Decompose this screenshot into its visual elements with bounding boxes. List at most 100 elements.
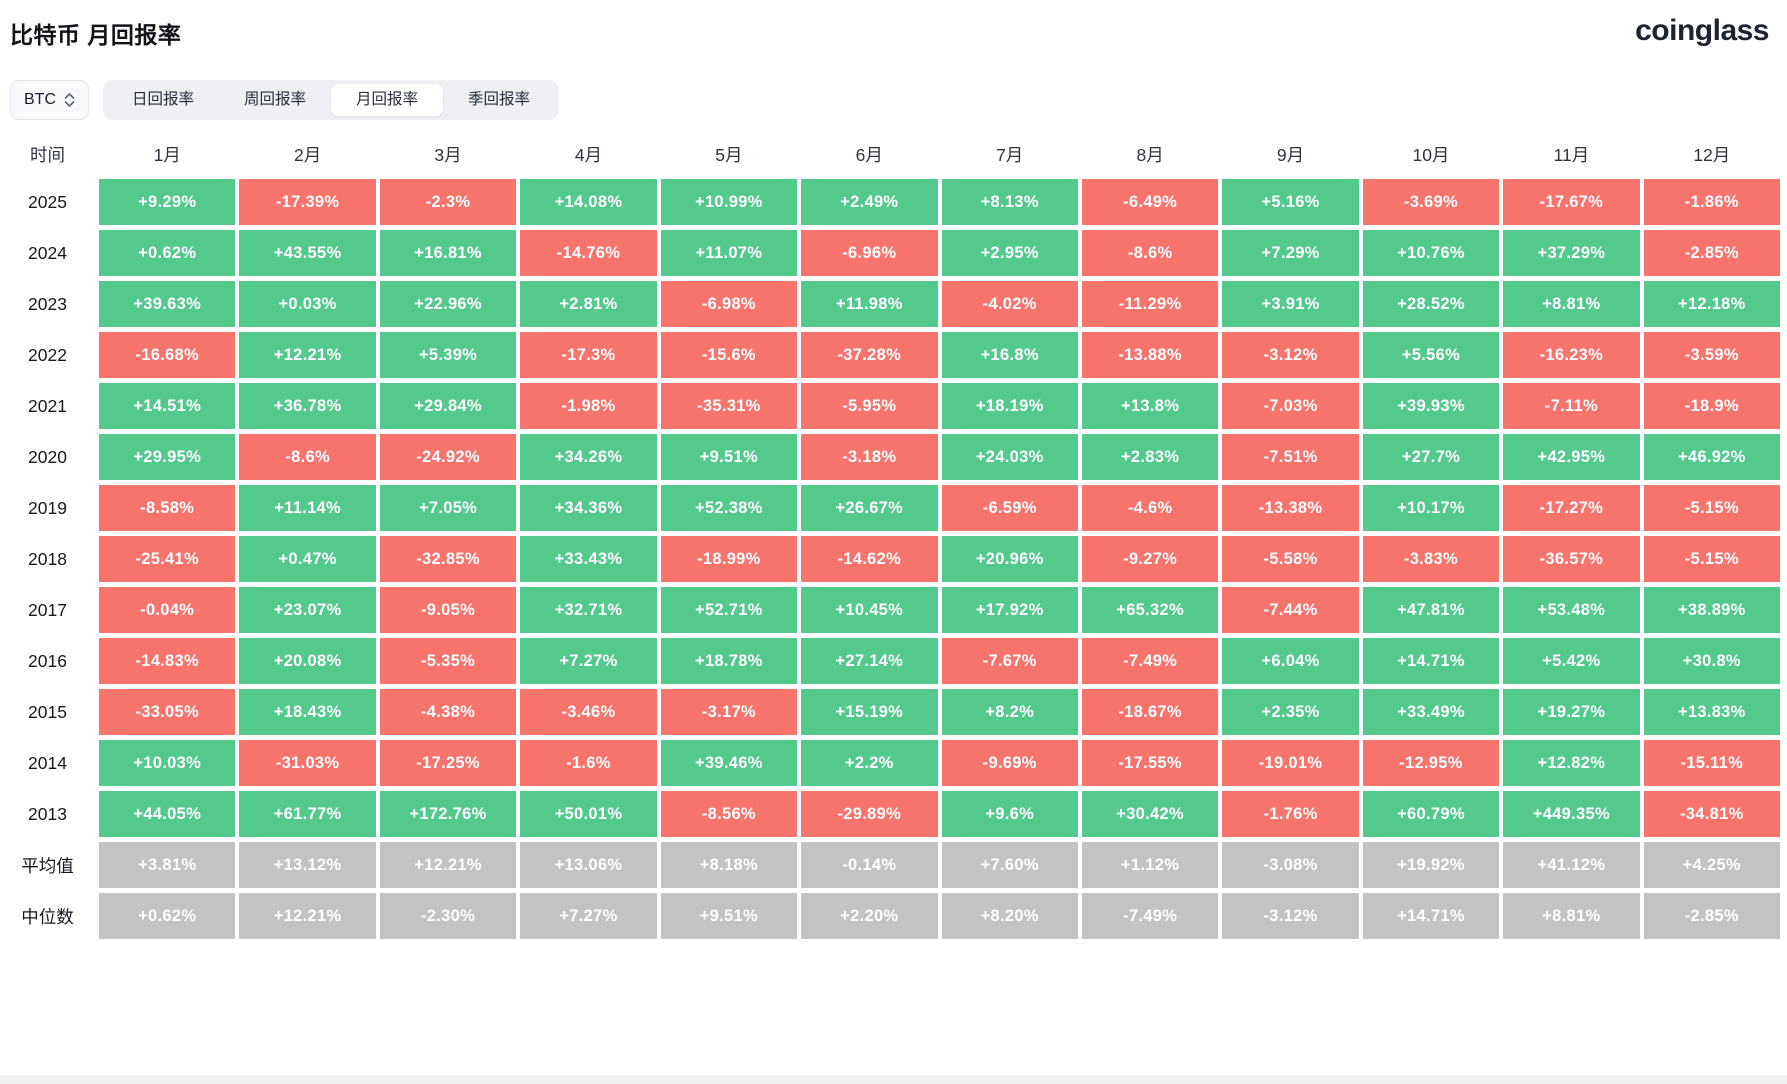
return-cell: +5.56% bbox=[1362, 332, 1500, 378]
return-cell: -16.68% bbox=[99, 332, 236, 378]
return-cell: -15.6% bbox=[660, 332, 798, 378]
return-cell: +8.13% bbox=[941, 179, 1078, 225]
tab-quarterly-returns[interactable]: 季回报率 bbox=[468, 90, 531, 108]
return-cell: -2.85% bbox=[1643, 230, 1780, 276]
row-label: 2022 bbox=[0, 332, 95, 378]
return-cell: +24.03% bbox=[941, 434, 1078, 480]
return-cell: -32.85% bbox=[379, 536, 517, 582]
return-cell: -31.03% bbox=[239, 740, 376, 786]
return-cell: +9.6% bbox=[941, 791, 1078, 837]
return-cell: -2.30% bbox=[379, 893, 517, 939]
return-cell: +34.36% bbox=[520, 485, 657, 531]
coinglass-logo: coinglass bbox=[1635, 14, 1769, 47]
return-cell: +14.08% bbox=[520, 179, 657, 225]
return-cell: +2.20% bbox=[801, 893, 938, 939]
return-cell: -8.58% bbox=[99, 485, 236, 531]
return-cell: -17.39% bbox=[239, 179, 376, 225]
return-cell: -6.59% bbox=[941, 485, 1078, 531]
return-cell: +449.35% bbox=[1503, 791, 1640, 837]
return-cell: +0.47% bbox=[239, 536, 376, 582]
return-cell: -36.57% bbox=[1503, 536, 1640, 582]
return-cell: -17.25% bbox=[379, 740, 517, 786]
tab-weekly-returns[interactable]: 周回报率 bbox=[244, 90, 307, 108]
return-cell: +19.27% bbox=[1503, 689, 1640, 735]
return-cell: +44.05% bbox=[99, 791, 236, 837]
time-header-cell: 时间 bbox=[30, 144, 65, 165]
return-cell: +2.35% bbox=[1222, 689, 1359, 735]
month-header-cell: 11月 bbox=[1553, 144, 1590, 165]
return-cell: +26.67% bbox=[801, 485, 938, 531]
return-cell: +5.39% bbox=[379, 332, 517, 378]
return-cell: -25.41% bbox=[99, 536, 236, 582]
return-cell: +22.96% bbox=[379, 281, 517, 327]
return-cell: +12.21% bbox=[379, 842, 517, 888]
return-cell: -3.18% bbox=[801, 434, 938, 480]
table-row: 2017 -0.04% +23.07% -9.05% +32.71% +52.71% +10… bbox=[0, 587, 1780, 633]
return-cell: -14.83% bbox=[99, 638, 236, 684]
return-cell: +3.81% bbox=[99, 842, 236, 888]
return-cell: -9.05% bbox=[379, 587, 517, 633]
return-cell: +52.38% bbox=[660, 485, 798, 531]
row-label: 2025 bbox=[0, 179, 95, 225]
return-cell: +0.62% bbox=[99, 893, 236, 939]
summary-row: 中位数 +0.62% +12.21% -2.30% +7.27% +9.51% +2.20%… bbox=[0, 893, 1780, 939]
month-header-cell: 5月 bbox=[715, 144, 743, 165]
return-cell: +29.95% bbox=[99, 434, 236, 480]
return-cell: -8.56% bbox=[660, 791, 798, 837]
return-cell: +8.81% bbox=[1503, 893, 1640, 939]
return-cell: +38.89% bbox=[1643, 587, 1780, 633]
return-cell: +172.76% bbox=[379, 791, 517, 837]
return-cell: +27.7% bbox=[1362, 434, 1500, 480]
return-cell: -0.14% bbox=[801, 842, 938, 888]
return-cell: +50.01% bbox=[520, 791, 657, 837]
return-cell: +7.60% bbox=[941, 842, 1078, 888]
return-cell: -14.76% bbox=[520, 230, 657, 276]
return-cell: -1.76% bbox=[1222, 791, 1359, 837]
return-cell: -3.12% bbox=[1222, 893, 1359, 939]
return-cell: -5.35% bbox=[379, 638, 517, 684]
return-cell: +20.96% bbox=[941, 536, 1078, 582]
return-cell: -7.03% bbox=[1222, 383, 1359, 429]
return-cell: -18.99% bbox=[660, 536, 798, 582]
month-header-cell: 2月 bbox=[294, 144, 322, 165]
return-cell: +61.77% bbox=[239, 791, 376, 837]
table-row: 2024 +0.62% +43.55% +16.81% -14.76% +11.07% -6… bbox=[0, 230, 1780, 276]
return-cell: +34.26% bbox=[520, 434, 657, 480]
return-cell: -17.67% bbox=[1503, 179, 1640, 225]
return-cell: -29.89% bbox=[801, 791, 938, 837]
return-cell: -5.15% bbox=[1643, 536, 1780, 582]
coin-selector[interactable]: BTC bbox=[10, 80, 89, 120]
return-cell: -8.6% bbox=[239, 434, 376, 480]
return-cell: +5.16% bbox=[1222, 179, 1359, 225]
tab-monthly-returns[interactable]: 月回报率 bbox=[331, 83, 444, 117]
return-cell: -16.23% bbox=[1503, 332, 1640, 378]
return-cell: +11.07% bbox=[660, 230, 798, 276]
return-cell: +9.29% bbox=[99, 179, 236, 225]
return-cell: +9.51% bbox=[660, 893, 798, 939]
return-cell: -3.17% bbox=[660, 689, 798, 735]
return-cell: +36.78% bbox=[239, 383, 376, 429]
return-cell: -2.85% bbox=[1643, 893, 1780, 939]
return-cell: +4.25% bbox=[1643, 842, 1780, 888]
return-cell: +6.04% bbox=[1222, 638, 1359, 684]
row-label: 2024 bbox=[0, 230, 95, 276]
return-cell: +18.19% bbox=[941, 383, 1078, 429]
return-period-tabs: 日回报率 周回报率 月回报率 季回报率 bbox=[103, 80, 560, 120]
controls-row: BTC 日回报率 周回报率 月回报率 季回报率 bbox=[10, 80, 1787, 120]
return-cell: +65.32% bbox=[1081, 587, 1219, 633]
return-cell: +33.49% bbox=[1362, 689, 1500, 735]
tab-daily-returns[interactable]: 日回报率 bbox=[132, 90, 195, 108]
return-cell: +39.93% bbox=[1362, 383, 1500, 429]
return-cell: +8.18% bbox=[660, 842, 798, 888]
month-header-cell: 9月 bbox=[1276, 144, 1305, 165]
return-cell: -6.49% bbox=[1081, 179, 1219, 225]
return-cell: +60.79% bbox=[1362, 791, 1500, 837]
table-row: 2016 -14.83% +20.08% -5.35% +7.27% +18.78% +27… bbox=[0, 638, 1780, 684]
return-cell: -7.49% bbox=[1081, 893, 1219, 939]
return-cell: -34.81% bbox=[1643, 791, 1780, 837]
return-cell: +2.95% bbox=[941, 230, 1078, 276]
row-label: 2023 bbox=[0, 281, 95, 327]
return-cell: +7.27% bbox=[520, 638, 657, 684]
return-cell: +2.83% bbox=[1081, 434, 1219, 480]
